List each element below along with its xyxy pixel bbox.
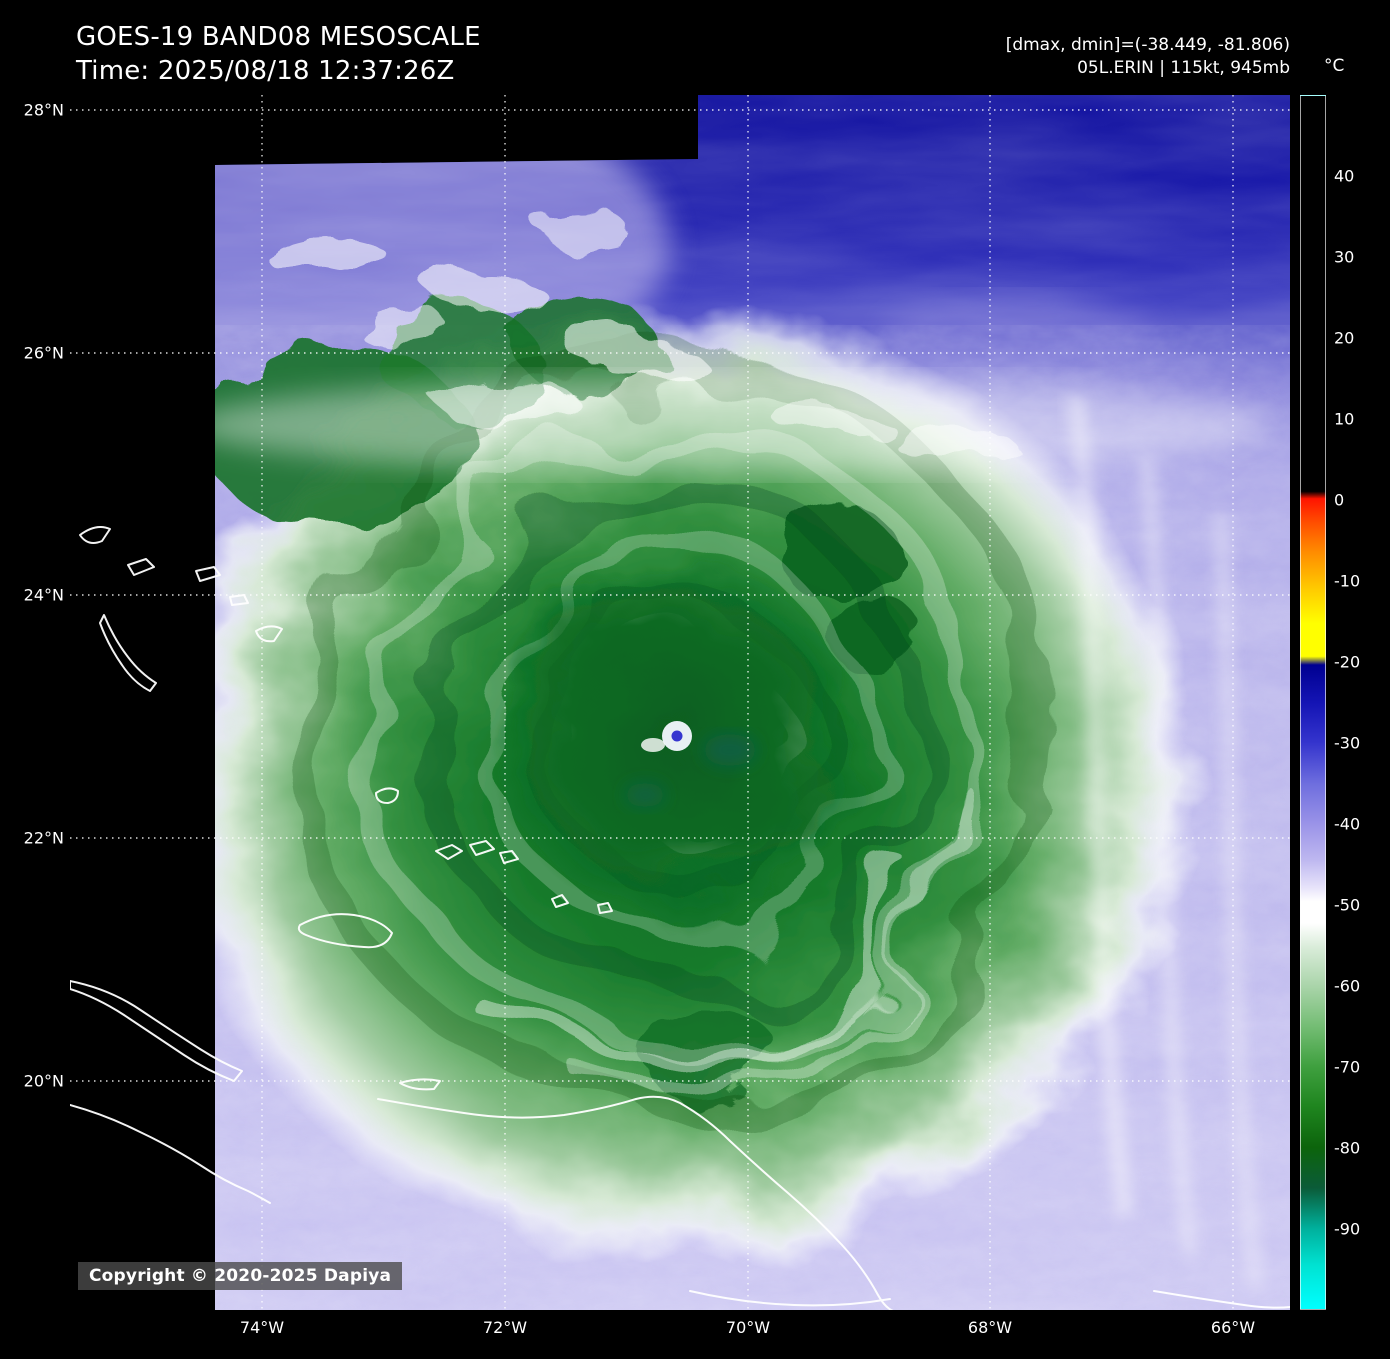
page-title: GOES-19 BAND08 MESOSCALE <box>76 22 481 52</box>
copyright-badge: Copyright © 2020-2025 Dapiya <box>78 1262 403 1290</box>
lon-label-74w: 74°W <box>239 1318 285 1337</box>
lat-label-22n: 22°N <box>23 828 64 848</box>
lon-label-70w: 70°W <box>725 1318 771 1337</box>
lat-label-28n: 28°N <box>23 100 64 120</box>
colorbar-tick-30: 30 <box>1334 247 1355 267</box>
colorbar-tick-m30: -30 <box>1334 733 1361 753</box>
outflow-streaks <box>1068 394 1260 1286</box>
colorbar-tick-20: 20 <box>1334 328 1355 348</box>
grid-lines <box>70 95 1290 1310</box>
temperature-colorbar <box>1300 95 1326 1310</box>
satellite-map: Copyright © 2020-2025 Dapiya <box>70 95 1290 1310</box>
colorbar-tick-40: 40 <box>1334 166 1355 186</box>
dmax-dmin-readout: [dmax, dmin]=(-38.449, -81.806) <box>1005 35 1290 55</box>
colorbar-tick-m10: -10 <box>1334 571 1361 591</box>
scattered-clouds <box>260 219 1010 456</box>
lon-label-72w: 72°W <box>482 1318 528 1337</box>
colorbar-tick-m20: -20 <box>1334 652 1361 672</box>
hurricane-eye <box>641 721 692 752</box>
colorbar-tick-m50: -50 <box>1334 895 1361 915</box>
storm-readout: 05L.ERIN | 115kt, 945mb <box>1077 58 1290 78</box>
lat-label-20n: 20°N <box>23 1071 64 1091</box>
colorbar-tick-m70: -70 <box>1334 1057 1361 1077</box>
lon-label-66w: 66°W <box>1210 1318 1256 1337</box>
colorbar-tick-m90: -90 <box>1334 1219 1361 1239</box>
colorbar-tick-m40: -40 <box>1334 814 1361 834</box>
timestamp: Time: 2025/08/18 12:37:26Z <box>76 56 455 86</box>
coldest-tops <box>625 734 756 807</box>
info-block: [dmax, dmin]=(-38.449, -81.806) 05L.ERIN… <box>1006 34 1290 80</box>
satellite-data-region <box>215 95 1290 1310</box>
colorbar-tick-m80: -80 <box>1334 1138 1361 1158</box>
colorbar-tick-10: 10 <box>1334 409 1355 429</box>
header: GOES-19 BAND08 MESOSCALE Time: 2025/08/1… <box>76 20 481 88</box>
lon-label-68w: 68°W <box>967 1318 1013 1337</box>
colorbar-tick-0: 0 <box>1334 490 1345 510</box>
lat-label-24n: 24°N <box>23 585 64 605</box>
satellite-image <box>70 95 1290 1310</box>
colorbar-tick-m60: -60 <box>1334 976 1361 996</box>
colorbar-unit-label: °C <box>1324 56 1345 76</box>
lat-label-26n: 26°N <box>23 343 64 363</box>
coastlines <box>70 526 1290 1310</box>
